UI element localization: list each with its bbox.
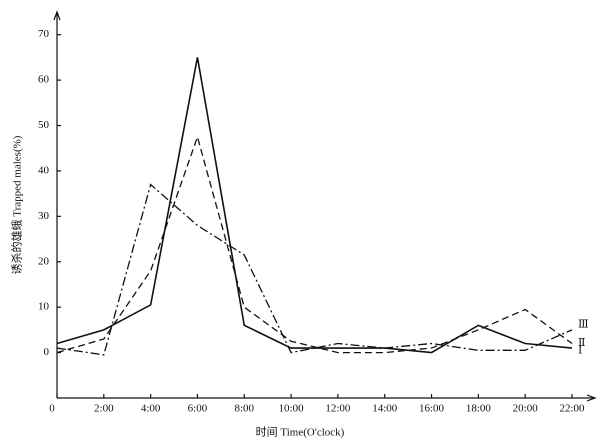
x-tick-label: 18:00: [466, 403, 492, 415]
y-tick-label: 70: [38, 28, 50, 40]
x-tick-label: 2:00: [94, 403, 114, 415]
series-line: [56, 183, 573, 356]
x-tick-label: 22:00: [559, 403, 585, 415]
x-arrow: [586, 394, 597, 402]
x-tick-label: 6:00: [188, 403, 208, 415]
series-label: Ⅱ: [578, 337, 585, 349]
x-tick-label: 10:00: [279, 403, 305, 415]
x-tick-label: 4:00: [141, 403, 161, 415]
series-line: [56, 57, 573, 354]
series-label: Ⅰ: [578, 345, 582, 357]
x-tick-label: 8:00: [234, 403, 254, 415]
y-tick-label: 20: [38, 255, 50, 267]
x-axis-label: 时间 Time(O'clock): [256, 426, 345, 439]
y-tick-label: 50: [38, 119, 50, 131]
y-arrow: [53, 10, 61, 21]
series-line: [56, 134, 573, 354]
x-tick-label: 14:00: [372, 403, 398, 415]
x-tick-label: 0: [49, 403, 55, 415]
y-tick-label: 40: [38, 164, 50, 176]
y-axis-label: 诱杀的雄蛾 Trapped males(%): [10, 135, 24, 274]
x-tick-label: 16:00: [419, 403, 445, 415]
x-tick-label: 20:00: [513, 403, 539, 415]
y-tick-label: 10: [38, 301, 50, 313]
y-tick-label: 30: [38, 210, 50, 222]
y-tick-label: 60: [38, 74, 50, 86]
y-tick-label: 0: [44, 346, 50, 358]
x-tick-label: 12:00: [325, 403, 351, 415]
series-label: Ⅲ: [578, 318, 589, 330]
